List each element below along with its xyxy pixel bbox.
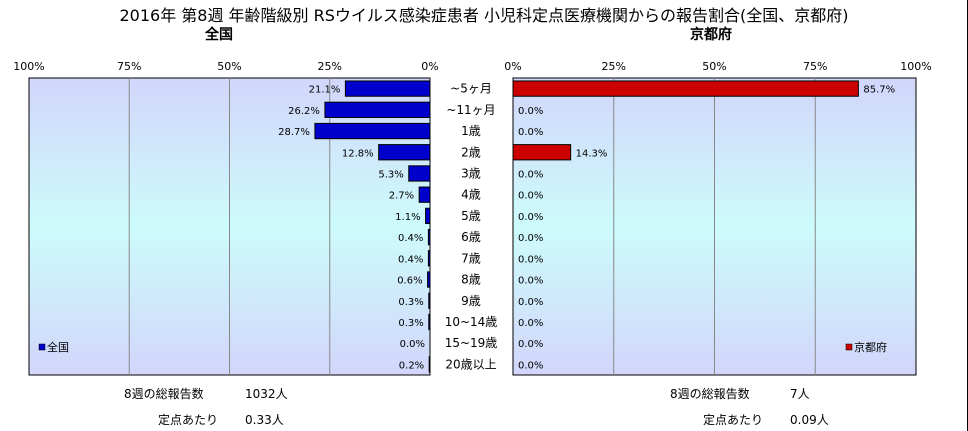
left-legend-label: 全国 xyxy=(47,340,69,354)
left-value-label: 0.3% xyxy=(398,318,423,329)
left-bar xyxy=(427,228,431,246)
left-tick-label: 0% xyxy=(421,60,438,73)
right-value-label: 0.0% xyxy=(518,233,543,244)
right-value-label: 0.0% xyxy=(518,297,543,308)
left-tick-label: 50% xyxy=(217,60,241,73)
category-label: 4歳 xyxy=(461,188,481,202)
left-tick-label: 25% xyxy=(318,60,342,73)
right-tick-label: 25% xyxy=(602,60,626,73)
right-value-label: 14.3% xyxy=(576,148,608,159)
right-tick-label: 100% xyxy=(900,60,931,73)
left-bar xyxy=(408,165,431,182)
left-bar xyxy=(427,271,431,288)
left-value-label: 0.4% xyxy=(398,233,423,244)
right-legend-swatch xyxy=(845,343,853,351)
left-total-value: 1032人 xyxy=(245,387,288,401)
right-value-label: 0.0% xyxy=(518,191,543,202)
category-label: 15~19歳 xyxy=(445,336,498,350)
left-plot-area: 100% 75% 50% 25% 0% 21.1% 26.2% 28.7% 12.8% 5.3% 2… xyxy=(13,60,439,376)
right-value-label: 0.0% xyxy=(518,106,543,117)
left-bar xyxy=(324,101,431,118)
right-bar xyxy=(512,80,859,97)
category-label: 20歳以上 xyxy=(445,357,496,371)
right-value-label: 0.0% xyxy=(518,127,543,138)
chart-title: 2016年 第8週 年齢階級別 RSウイルス感染症患者 小児科定点医療機関からの… xyxy=(119,6,849,25)
right-value-label: 0.0% xyxy=(518,212,543,223)
left-bar xyxy=(418,186,431,203)
category-label: 8歳 xyxy=(461,273,481,287)
right-tick-label: 0% xyxy=(504,60,521,73)
left-bar xyxy=(428,313,431,331)
category-label: 5歳 xyxy=(461,209,481,223)
left-bar xyxy=(427,250,431,267)
category-label: 10~14歳 xyxy=(445,315,498,329)
left-panel-heading: 全国 xyxy=(205,27,233,43)
left-tick-label: 100% xyxy=(13,60,44,73)
chart-svg: 100% 75% 50% 25% 0% 21.1% 26.2% 28.7% 12.8% 5.3% 2… xyxy=(13,60,932,376)
right-value-label: 0.0% xyxy=(518,254,543,265)
right-legend-label: 京都府 xyxy=(854,340,887,354)
left-value-label: 0.3% xyxy=(398,297,423,308)
left-value-label: 0.6% xyxy=(397,276,422,287)
left-bar xyxy=(378,144,431,161)
right-plot-area: 0% 25% 50% 75% 100% 85.7% 0.0% 0.0% 14.3% 0.0% 0.0… xyxy=(504,60,932,376)
right-value-label: 0.0% xyxy=(518,339,543,350)
category-label: 1歳 xyxy=(461,124,481,138)
right-tick-label: 75% xyxy=(803,60,827,73)
right-bar xyxy=(512,144,572,161)
left-value-label: 12.8% xyxy=(342,148,374,159)
category-label: 3歳 xyxy=(461,166,481,180)
left-value-label: 0.2% xyxy=(399,360,424,371)
right-value-label: 0.0% xyxy=(518,276,543,287)
category-label: 9歳 xyxy=(461,294,481,308)
right-per-label: 定点あたり xyxy=(703,413,764,427)
category-label: 2歳 xyxy=(461,145,481,159)
left-tick-label: 75% xyxy=(117,60,141,73)
left-bar xyxy=(425,207,431,225)
left-value-label: 28.7% xyxy=(278,127,310,138)
category-labels: ~5ヶ月 ~11ヶ月 1歳 2歳 3歳 4歳 5歳 6歳 7歳 8歳 9歳 10~14歳 15~19歳 2… xyxy=(445,82,498,372)
right-total-value: 7人 xyxy=(790,387,810,401)
left-bar xyxy=(314,122,431,140)
right-value-label: 0.0% xyxy=(518,318,543,329)
left-value-label: 2.7% xyxy=(389,191,414,202)
left-value-label: 0.0% xyxy=(400,339,425,350)
right-panel-heading: 京都府 xyxy=(690,27,732,43)
right-total-label: 8週の総報告数 xyxy=(670,387,750,401)
left-value-label: 0.4% xyxy=(398,254,423,265)
category-label: 6歳 xyxy=(461,230,481,244)
right-tick-label: 50% xyxy=(702,60,726,73)
left-value-label: 21.1% xyxy=(309,85,341,96)
left-per-value: 0.33人 xyxy=(245,413,284,427)
category-label: ~5ヶ月 xyxy=(450,82,492,96)
left-bar xyxy=(428,292,431,309)
left-legend-swatch xyxy=(38,343,46,351)
left-value-label: 1.1% xyxy=(395,212,420,223)
right-value-label: 85.7% xyxy=(863,85,895,96)
category-label: ~11ヶ月 xyxy=(446,103,495,117)
left-bar xyxy=(344,80,431,97)
left-per-label: 定点あたり xyxy=(158,413,219,427)
category-label: 7歳 xyxy=(461,251,481,265)
right-value-label: 0.0% xyxy=(518,169,543,180)
right-per-value: 0.09人 xyxy=(790,413,829,427)
left-value-label: 26.2% xyxy=(288,106,320,117)
left-value-label: 5.3% xyxy=(378,169,403,180)
left-bar xyxy=(428,356,431,373)
right-value-label: 0.0% xyxy=(518,360,543,371)
left-total-label: 8週の総報告数 xyxy=(124,387,204,401)
